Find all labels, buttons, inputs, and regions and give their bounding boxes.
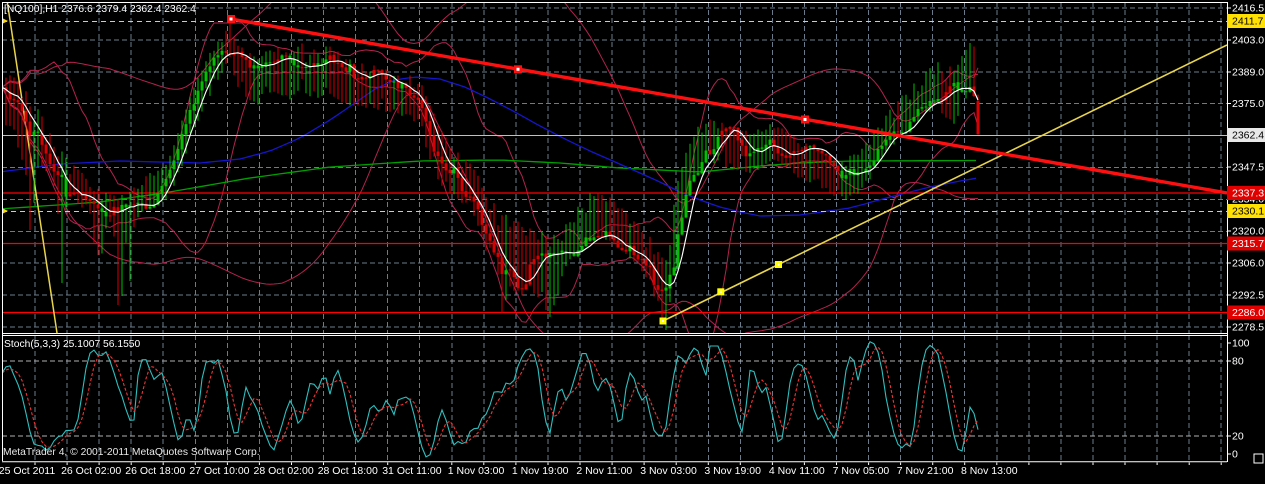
svg-text:100: 100 bbox=[1232, 338, 1250, 350]
svg-text:28 Oct 18:00: 28 Oct 18:00 bbox=[318, 465, 378, 477]
svg-text:3 Nov 03:00: 3 Nov 03:00 bbox=[640, 465, 697, 477]
svg-text:2 Nov 11:00: 2 Nov 11:00 bbox=[576, 465, 632, 477]
svg-text:7 Nov 05:00: 7 Nov 05:00 bbox=[833, 465, 890, 477]
svg-text:28 Oct 02:00: 28 Oct 02:00 bbox=[254, 465, 314, 477]
svg-text:0: 0 bbox=[1232, 449, 1238, 461]
svg-text:2389.0: 2389.0 bbox=[1232, 67, 1264, 79]
svg-text:26 Oct 02:00: 26 Oct 02:00 bbox=[61, 465, 121, 477]
svg-text:27 Oct 10:00: 27 Oct 10:00 bbox=[189, 465, 249, 477]
svg-text:25 Oct 2011: 25 Oct 2011 bbox=[0, 465, 55, 477]
svg-text:80: 80 bbox=[1232, 356, 1244, 368]
svg-text:[NQ100],H1 2376.6 2379.4 2362: [NQ100],H1 2376.6 2379.4 2362.4 2362.4 bbox=[4, 4, 196, 15]
svg-text:2278.5: 2278.5 bbox=[1232, 322, 1264, 334]
svg-text:Stoch(5,3,3) 25.1007 56.1550: Stoch(5,3,3) 25.1007 56.1550 bbox=[4, 339, 141, 350]
svg-text:4 Nov 11:00: 4 Nov 11:00 bbox=[769, 465, 825, 477]
svg-text:26 Oct 18:00: 26 Oct 18:00 bbox=[125, 465, 185, 477]
svg-text:2403.0: 2403.0 bbox=[1232, 35, 1264, 47]
svg-text:8 Nov 13:00: 8 Nov 13:00 bbox=[961, 465, 1018, 477]
svg-text:2320.0: 2320.0 bbox=[1232, 226, 1264, 238]
svg-text:2286.0: 2286.0 bbox=[1232, 307, 1264, 319]
svg-text:2292.5: 2292.5 bbox=[1232, 290, 1264, 302]
svg-text:1 Nov 03:00: 1 Nov 03:00 bbox=[448, 465, 505, 477]
svg-text:2375.0: 2375.0 bbox=[1232, 98, 1264, 110]
svg-text:31 Oct 11:00: 31 Oct 11:00 bbox=[382, 465, 442, 477]
svg-text:2330.1: 2330.1 bbox=[1232, 206, 1264, 218]
svg-text:3 Nov 19:00: 3 Nov 19:00 bbox=[704, 465, 761, 477]
svg-text:2411.7: 2411.7 bbox=[1232, 16, 1263, 28]
svg-text:2347.5: 2347.5 bbox=[1232, 162, 1264, 174]
svg-text:2416.5: 2416.5 bbox=[1232, 3, 1264, 15]
svg-text:7 Nov 21:00: 7 Nov 21:00 bbox=[897, 465, 954, 477]
svg-text:MetaTrader 4, © 2001-2011 Meta: MetaTrader 4, © 2001-2011 MetaQuotes Sof… bbox=[3, 447, 260, 458]
svg-text:2362.4: 2362.4 bbox=[1232, 130, 1264, 142]
svg-text:20: 20 bbox=[1232, 431, 1244, 443]
svg-text:1 Nov 19:00: 1 Nov 19:00 bbox=[512, 465, 569, 477]
svg-text:2315.7: 2315.7 bbox=[1232, 238, 1264, 250]
svg-text:2337.3: 2337.3 bbox=[1232, 188, 1264, 200]
svg-text:2306.0: 2306.0 bbox=[1232, 258, 1264, 270]
